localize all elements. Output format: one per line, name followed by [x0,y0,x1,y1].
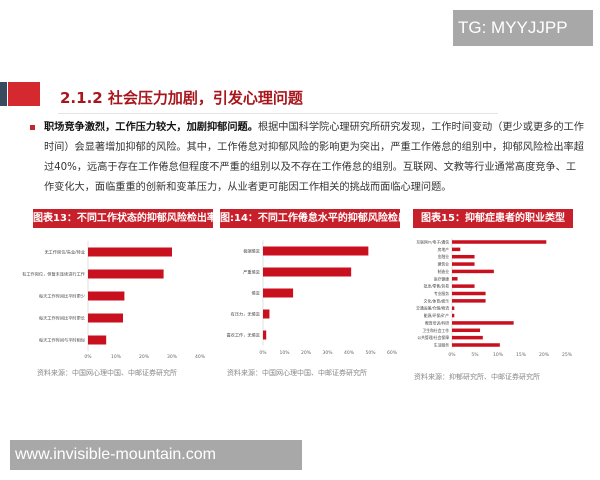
body-paragraph: 职场竞争激烈，工作压力较大，加剧抑郁问题。根据中国科学院心理研究所研究发现，工作… [44,118,584,198]
chart14-tick-label: 50% [365,350,376,356]
chart15-category-label: 批发/零售/贸易 [424,284,450,289]
chart15-tick-label: 10% [493,352,504,358]
chart14-bar [263,267,352,277]
chart15-bar [452,328,481,333]
chart15-category-label: 医疗健康 [434,276,449,281]
chart13-tick-label: 30% [167,354,178,360]
chart15-category-label: 建筑业 [438,262,450,267]
chart14-tick-label: 60% [387,350,398,356]
chart15-bar [452,247,461,252]
chart15-bar [452,306,455,310]
chart15-bar [452,299,486,303]
chart13-title: 图表13：不同工作状态的抑郁风险检出率 [33,209,217,228]
chart15-tick-label: 15% [516,352,527,358]
chart15-category-label: 房地产 [438,247,450,252]
chart15-category-label: 能源/环保/矿产 [424,313,450,318]
chart14-tick-label: 40% [344,350,355,356]
chart15-bar [452,291,486,296]
watermark-bottom: www.invisible-mountain.com [10,440,302,470]
chart13-bar [88,313,123,323]
chart15-category-label: 文化/体育/娱乐 [424,298,450,303]
chart15-category-label: 互联网IT/电子/通信 [416,240,449,245]
chart14-category-label: 极端倦怠 [243,248,260,255]
chart14-source: 资料来源：中国网心理中国、中邮证券研究所 [227,369,367,377]
chart13-bar [88,335,107,345]
chart13-category-label: 每天工作时间与平时相似 [39,337,86,344]
chart15-bar [452,284,475,288]
chart15-bar [452,321,514,325]
chart13-bar [88,291,125,301]
chart13-bar [88,247,172,257]
chart13-category-label: 有工作岗位，但暂未连续进行工作 [22,271,86,278]
chart15-bar [452,335,483,340]
chart15-category-label: 生活服务 [434,343,449,348]
chart15-bar [452,262,475,266]
chart15-bar [452,313,455,318]
chart15-category-label: 交通运输/仓储/物流 [416,306,449,311]
chart14-category-label: 喜欢工作，无倦怠 [226,332,260,339]
chart14-category-label: 严重倦怠 [243,269,260,276]
chart13-category-label: 每天工作时间比平时更少 [39,293,85,300]
chart14-tick-label: 10% [279,350,290,356]
watermark-top: TG: MYYJJPP [453,10,593,46]
chart15-category-label: 金融业 [438,254,450,259]
chart13-tick-label: 20% [139,354,150,360]
chart13-tick-label: 40% [195,354,206,360]
body-lead: 职场竞争激烈，工作压力较大，加剧抑郁问题。 [44,122,258,133]
chart15-bar [452,343,500,347]
chart15-title: 图表15：抑郁症患者的职业类型 [413,209,573,228]
chart14-category-label: 有压力，无倦怠 [231,311,260,318]
chart15-category-label: 教育培训/科研 [425,320,449,325]
chart13-tick-label: 10% [111,354,122,360]
divider [58,113,498,114]
chart14-bar [263,246,369,256]
chart15-bar [452,254,475,259]
chart15-source: 资料来源：抑郁研究所、中邮证券研究所 [414,373,540,381]
chart15-tick-label: 25% [562,352,573,358]
chart14-tick-label: 20% [301,350,312,356]
chart13-category-label: 无工作岗位/失业/待业 [44,249,85,256]
bullet-icon [30,125,35,130]
chart15-tick-label: 0% [448,352,456,358]
chart13-tick-label: 0% [84,354,92,360]
chart14-category-label: 倦怠 [252,290,260,297]
chart14-bar [263,288,294,298]
chart14-bar [263,330,267,340]
chart15-bar [452,277,458,281]
chart14-tick-label: 0% [259,350,267,356]
chart14-title: 图:14：不同工作倦怠水平的抑郁风险检出率 [220,209,418,228]
chart15-tick-label: 20% [539,352,550,358]
chart13-category-label: 每天工作时间比平时更长 [39,315,86,322]
chart13-bar [88,269,164,279]
chart13-source: 资料来源：中国网心理中国、中邮证券研究所 [37,369,177,377]
chart15-category-label: 制造业 [438,269,450,274]
chart15-category-label: 卫生和社会工作 [422,328,449,333]
header-block [8,82,40,106]
header-strip [0,82,7,106]
section-title: 2.1.2 社会压力加剧，引发心理问题 [60,89,303,107]
chart15-category-label: 公共管理/社会保障 [417,335,449,340]
chart14-tick-label: 30% [322,350,333,356]
body-text: 根据中国科学院心理研究所研究发现，工作时间变动（更少或更多的工作时间）会显著增加… [44,122,584,193]
chart14-bar [263,309,270,319]
chart15-category-label: 专业服务 [434,291,449,296]
chart15-tick-label: 5% [471,352,479,358]
chart15-bar [452,269,494,274]
chart15-bar [452,240,547,244]
